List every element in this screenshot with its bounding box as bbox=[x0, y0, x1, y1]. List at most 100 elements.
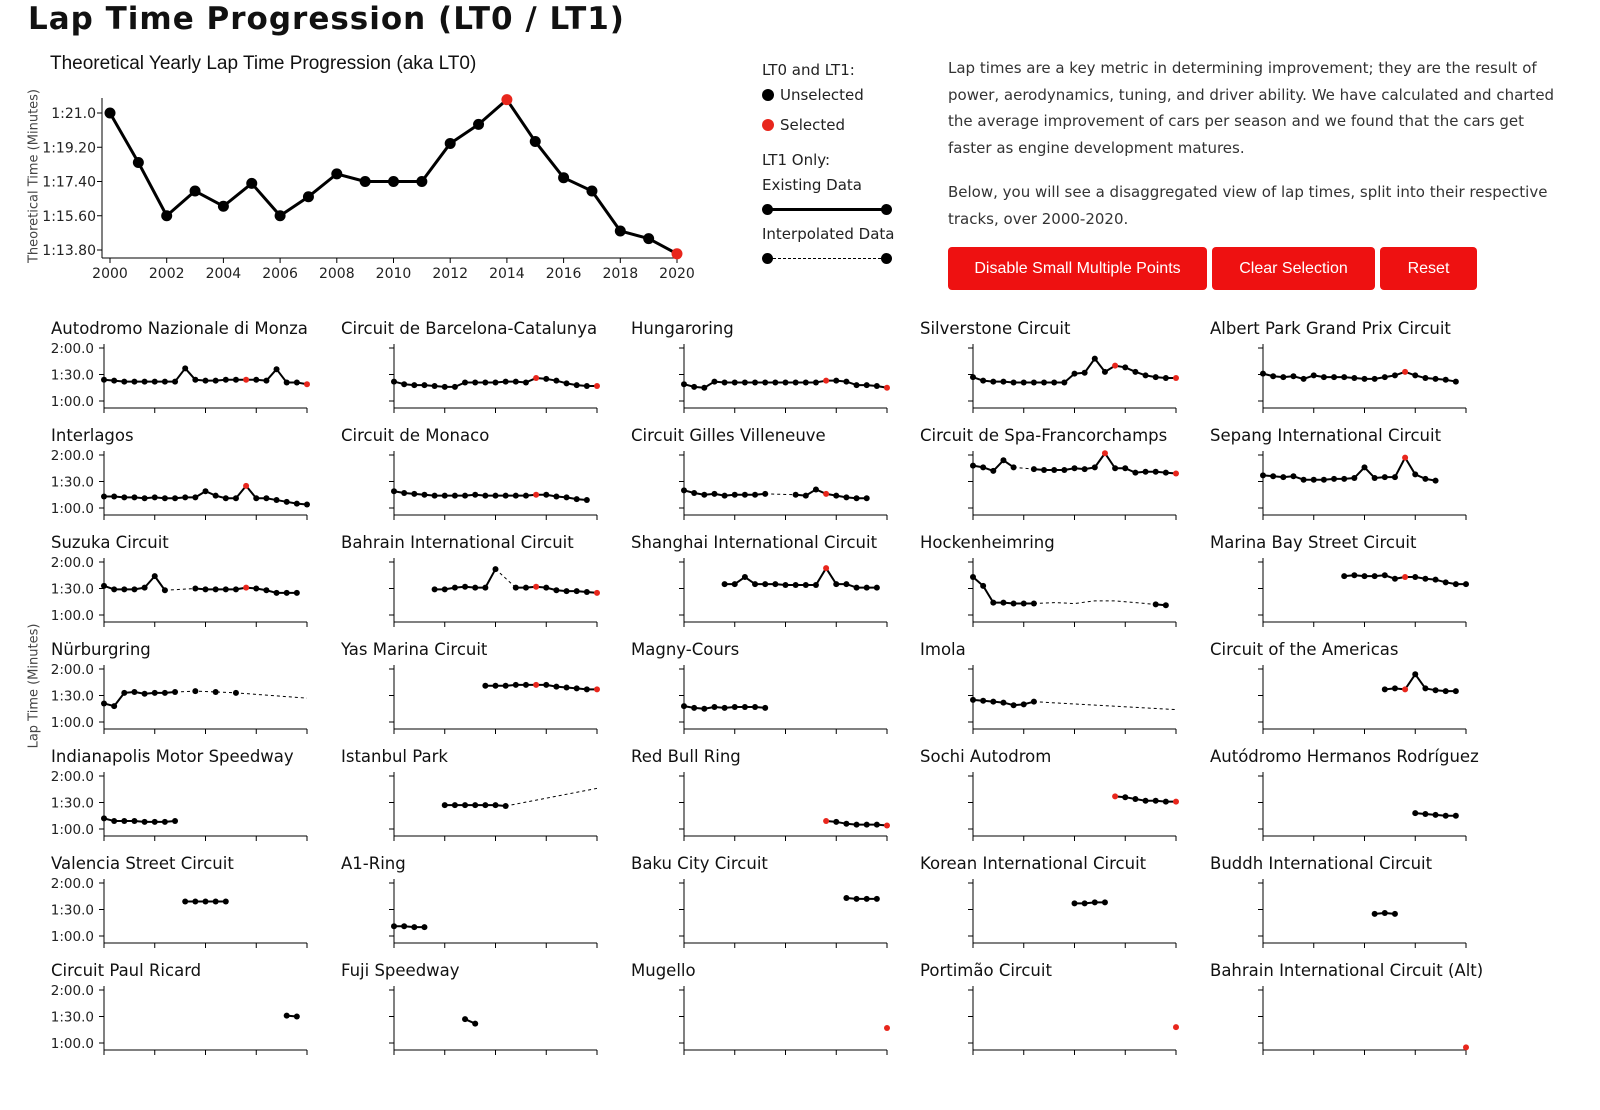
track-title: Portimão Circuit bbox=[920, 961, 1052, 980]
track-data-point bbox=[563, 588, 570, 595]
track-data-point bbox=[594, 589, 600, 596]
track-y-tick-label: 1:30.0 bbox=[51, 796, 94, 812]
track-title: Interlagos bbox=[51, 426, 134, 445]
legend-unselected[interactable]: Unselected bbox=[762, 83, 912, 108]
main-lap-time-chart[interactable]: 1:21.0 1:19.20 1:17.40 1:15.60 1:13.80 2000 20… bbox=[0, 0, 720, 300]
track-data-point bbox=[843, 895, 850, 902]
track-title: Sepang International Circuit bbox=[1210, 426, 1442, 445]
track-title: Indianapolis Motor Speedway bbox=[51, 747, 294, 766]
main-x-tick-label: 2018 bbox=[602, 266, 638, 282]
track-data-point bbox=[492, 379, 499, 386]
track-y-tick-label: 2:00.0 bbox=[51, 341, 94, 357]
track-data-point bbox=[222, 586, 229, 593]
reset-button[interactable]: Reset bbox=[1380, 247, 1477, 290]
track-data-point bbox=[1341, 475, 1348, 482]
track-chart: Circuit of the Americas bbox=[1210, 640, 1467, 734]
track-interpolated-line bbox=[505, 787, 598, 807]
track-data-point bbox=[533, 491, 540, 498]
track-chart: Magny-Cours bbox=[631, 640, 888, 734]
track-title: Circuit de Monaco bbox=[341, 426, 489, 445]
track-data-point bbox=[823, 565, 830, 572]
track-title: Magny-Cours bbox=[631, 640, 739, 659]
track-y-tick-label: 1:30.0 bbox=[51, 475, 94, 491]
main-x-tick-label: 2012 bbox=[432, 266, 468, 282]
track-data-point bbox=[283, 379, 290, 386]
disable-small-multiple-points-button[interactable]: Disable Small Multiple Points bbox=[948, 247, 1207, 290]
track-data-point bbox=[1442, 579, 1449, 586]
track-data-point bbox=[1041, 379, 1048, 386]
track-data-point bbox=[101, 815, 107, 822]
track-interpolated-line bbox=[1033, 701, 1177, 711]
track-data-point bbox=[1051, 467, 1058, 474]
main-y-tick-label: 1:21.0 bbox=[51, 106, 96, 122]
track-data-point bbox=[462, 379, 469, 386]
main-x-tick-label: 2002 bbox=[149, 266, 185, 282]
track-data-point bbox=[721, 492, 728, 499]
track-data-point bbox=[243, 376, 250, 383]
track-data-point bbox=[1371, 375, 1378, 382]
track-data-point bbox=[1270, 473, 1277, 480]
track-data-point bbox=[1412, 574, 1419, 581]
track-data-point bbox=[141, 690, 148, 697]
track-data-point bbox=[411, 490, 418, 497]
main-data-point bbox=[132, 156, 144, 168]
track-title: Hockenheimring bbox=[920, 533, 1055, 552]
main-x-tick-label: 2008 bbox=[319, 266, 355, 282]
track-data-point bbox=[222, 898, 229, 905]
track-data-point bbox=[151, 689, 158, 696]
track-data-point bbox=[1122, 794, 1129, 801]
track-data-point bbox=[1381, 686, 1388, 693]
track-data-point bbox=[492, 682, 499, 689]
track-data-point bbox=[1152, 797, 1159, 804]
main-data-point bbox=[416, 176, 428, 187]
track-title: Shanghai International Circuit bbox=[631, 533, 878, 552]
main-data-point bbox=[359, 176, 371, 187]
track-data-point bbox=[293, 1013, 300, 1020]
track-title: Bahrain International Circuit (Alt) bbox=[1210, 961, 1483, 980]
track-data-point bbox=[1020, 600, 1027, 607]
track-data-point bbox=[853, 495, 860, 502]
legend-selected[interactable]: Selected bbox=[762, 113, 912, 138]
track-data-point bbox=[1260, 472, 1266, 479]
track-chart: Shanghai International Circuit bbox=[631, 533, 888, 627]
description: Lap times are a key metric in determinin… bbox=[948, 55, 1563, 250]
track-data-point bbox=[573, 685, 580, 692]
track-data-point bbox=[691, 704, 698, 711]
track-chart: Silverstone Circuit bbox=[920, 319, 1179, 413]
track-data-point bbox=[1152, 601, 1159, 608]
main-data-point bbox=[671, 248, 683, 260]
track-data-point bbox=[283, 1012, 290, 1019]
track-data-point bbox=[1071, 465, 1078, 472]
track-data-point bbox=[1000, 599, 1007, 606]
track-data-point bbox=[522, 681, 529, 688]
track-title: Circuit Gilles Villeneuve bbox=[631, 426, 826, 445]
track-chart: Red Bull Ring bbox=[631, 747, 890, 841]
track-data-point bbox=[681, 381, 687, 388]
track-chart: Circuit Gilles Villeneuve bbox=[631, 426, 888, 520]
track-data-point bbox=[1351, 572, 1358, 579]
track-y-tick-label: 1:00.0 bbox=[51, 394, 94, 410]
main-x-tick-label: 2020 bbox=[659, 266, 695, 282]
track-data-point bbox=[1030, 379, 1037, 386]
main-data-point bbox=[161, 210, 173, 222]
track-data-point bbox=[472, 802, 479, 809]
clear-selection-button[interactable]: Clear Selection bbox=[1212, 247, 1375, 290]
track-data-point bbox=[802, 492, 809, 499]
track-data-point bbox=[522, 379, 529, 386]
track-y-tick-label: 1:30.0 bbox=[51, 689, 94, 705]
track-data-point bbox=[492, 492, 499, 499]
track-data-point bbox=[1422, 475, 1429, 482]
track-data-point bbox=[843, 581, 850, 588]
track-data-point bbox=[1351, 375, 1358, 382]
track-y-tick-label: 2:00.0 bbox=[51, 448, 94, 464]
main-data-point bbox=[104, 107, 116, 119]
track-data-point bbox=[1061, 467, 1068, 474]
track-data-point bbox=[222, 376, 229, 383]
track-data-point bbox=[990, 599, 997, 606]
main-data-point bbox=[529, 136, 541, 148]
track-data-point bbox=[1260, 370, 1266, 377]
track-data-point bbox=[1020, 701, 1027, 708]
track-y-tick-label: 1:00.0 bbox=[51, 822, 94, 838]
track-data-point bbox=[741, 703, 748, 710]
track-y-tick-label: 2:00.0 bbox=[51, 983, 94, 999]
